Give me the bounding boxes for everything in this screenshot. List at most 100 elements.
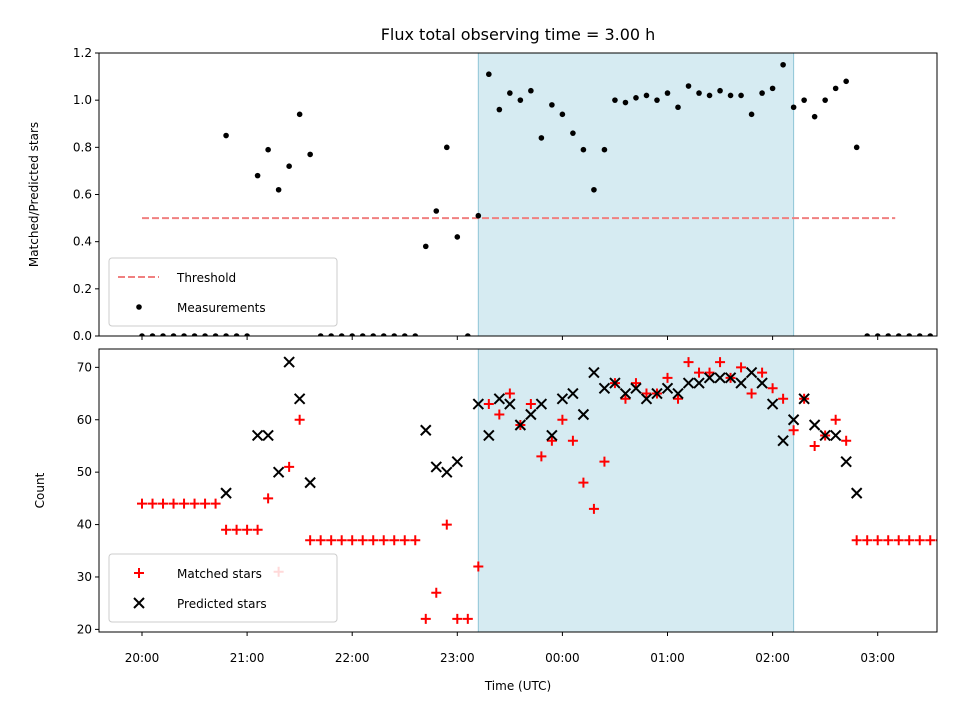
matched-point: [368, 535, 379, 546]
measurement-point: [780, 61, 786, 68]
matched-point: [399, 535, 410, 546]
predicted-point: [525, 408, 537, 421]
x-tick-label: 00:00: [545, 651, 580, 665]
matched-point: [357, 535, 368, 546]
predicted-point: [283, 356, 295, 368]
predicted-point: [567, 387, 579, 400]
y-tick-label: 1.0: [73, 93, 92, 107]
measurement-point: [223, 333, 229, 336]
measurement-point: [822, 97, 828, 103]
measurement-point: [275, 186, 282, 193]
matched-point: [788, 425, 799, 436]
predicted-point: [703, 372, 716, 384]
measurement-point: [265, 146, 271, 153]
matched-point: [536, 451, 547, 462]
predicted-point: [577, 408, 590, 421]
observing-window: [477, 348, 795, 633]
predicted-point: [304, 476, 316, 489]
matched-point: [410, 535, 421, 546]
measurement-point: [769, 85, 776, 92]
predicted-point: [598, 382, 611, 395]
measurement-point: [696, 90, 702, 96]
x-tick-label: 02:00: [755, 651, 790, 665]
measurement-point: [664, 90, 671, 96]
measurement-point: [202, 333, 208, 336]
measurement-point: [895, 333, 902, 336]
y-tick-label: 40: [77, 518, 92, 532]
legend: Matched stars Predicted stars: [108, 553, 338, 623]
ratio-panel: 0.0 0.2 0.4 0.6 0.8 1.0 1.2 Matched/Predicted s…: [27, 46, 938, 343]
count-panel: 20 30 40 50 60 70 20:00 21:00 22:00 23:00 00:00 01:…: [33, 348, 938, 693]
matched-point: [809, 440, 820, 451]
predicted-point: [514, 419, 527, 431]
matched-point: [378, 535, 389, 546]
y-axis-label: Matched/Predicted stars: [27, 122, 41, 267]
predicted-point: [441, 466, 453, 478]
measurement-point: [559, 111, 566, 118]
measurement-point: [338, 333, 345, 336]
matched-point: [746, 388, 757, 399]
measurement-point: [622, 99, 629, 106]
measurement-point: [654, 97, 660, 103]
measurement-point: [790, 104, 797, 111]
measurement-point: [349, 333, 355, 336]
matched-point: [347, 535, 358, 546]
y-tick-label: 50: [77, 465, 92, 479]
matched-point: [546, 435, 557, 446]
matched-point: [189, 498, 200, 509]
y-tick-label: 60: [77, 413, 92, 427]
matched-point: [567, 435, 578, 446]
measurement-point: [191, 333, 198, 336]
measurement-point: [601, 146, 608, 153]
measurement-point: [727, 92, 734, 99]
matched-point: [736, 362, 747, 373]
measurement-point: [160, 333, 166, 336]
plot-area: [137, 356, 937, 624]
plot-area: [139, 61, 934, 336]
measurement-point: [748, 111, 755, 118]
predicted-point: [630, 382, 642, 395]
measurement-point: [906, 333, 913, 336]
matched-point: [473, 561, 484, 572]
predicted-point: [546, 429, 558, 442]
matched-point: [893, 535, 904, 546]
matched-point: [662, 372, 673, 383]
measurement-point: [612, 97, 618, 103]
matched-point: [294, 414, 305, 425]
measurement-point: [591, 186, 597, 193]
measurement-point: [570, 130, 576, 136]
matched-point: [588, 503, 599, 514]
legend: Threshold Measurements: [108, 257, 338, 327]
predicted-point: [535, 398, 548, 410]
matched-point: [326, 535, 337, 546]
predicted-point: [262, 429, 274, 442]
y-tick-label: 0.2: [73, 282, 92, 296]
x-tick-label: 23:00: [440, 651, 475, 665]
measurement-point: [223, 132, 229, 139]
matched-point: [715, 357, 726, 368]
measurement-point: [328, 333, 334, 336]
predicted-point: [777, 435, 789, 447]
legend-label: Matched stars: [177, 567, 262, 581]
matched-point: [757, 367, 768, 378]
matched-point: [452, 613, 463, 624]
measurement-point: [212, 333, 219, 336]
measurement-point: [507, 90, 513, 96]
predicted-point: [745, 366, 758, 379]
predicted-point: [756, 377, 768, 389]
measurement-point: [580, 146, 587, 153]
series-measurements: [139, 61, 934, 336]
predicted-point: [493, 393, 506, 405]
measurement-point: [233, 333, 240, 336]
measurement-point: [801, 97, 807, 103]
measurement-point: [496, 106, 503, 113]
predicted-point: [430, 461, 442, 473]
measurement-point: [643, 92, 650, 99]
measurement-point: [916, 333, 923, 336]
predicted-point: [504, 398, 516, 410]
predicted-point: [829, 429, 842, 442]
matched-point: [315, 535, 326, 546]
measurement-point: [149, 333, 156, 336]
measurement-point: [486, 71, 492, 78]
matched-point: [630, 378, 641, 389]
